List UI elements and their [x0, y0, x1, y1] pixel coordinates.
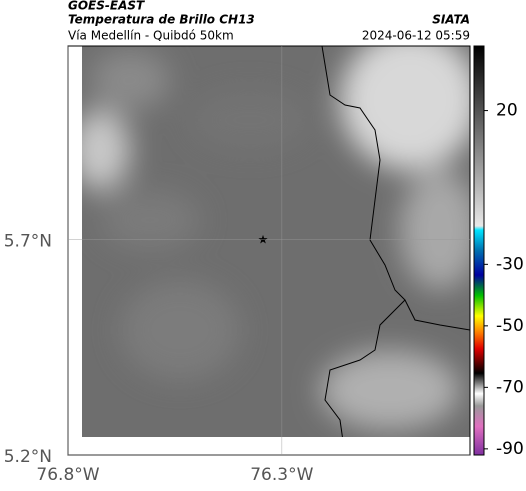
colorbar-tick-label: 20 — [496, 101, 518, 121]
x-tick-label: 76.8°W — [36, 465, 99, 485]
satellite-image — [82, 46, 470, 437]
x-tick-label: 76.3°W — [250, 465, 313, 485]
y-tick-label: 5.2°N — [4, 447, 52, 467]
source: GOES-EAST — [68, 0, 145, 13]
timestamp: 2024-06-12 05:59 — [362, 29, 470, 43]
colorbar-tick-label: -50 — [496, 316, 524, 336]
org: SIATA — [432, 13, 470, 27]
y-tick-label: 5.7°N — [4, 232, 52, 252]
colorbar-tick-label: -70 — [496, 377, 524, 397]
colorbar-tick-label: -90 — [496, 439, 524, 459]
colorbar — [473, 45, 485, 456]
product: Temperatura de Brillo CH13 — [68, 13, 255, 27]
colorbar-tick-label: -30 — [496, 254, 524, 274]
route: Vía Medellín - Quibdó 50km — [68, 29, 234, 43]
